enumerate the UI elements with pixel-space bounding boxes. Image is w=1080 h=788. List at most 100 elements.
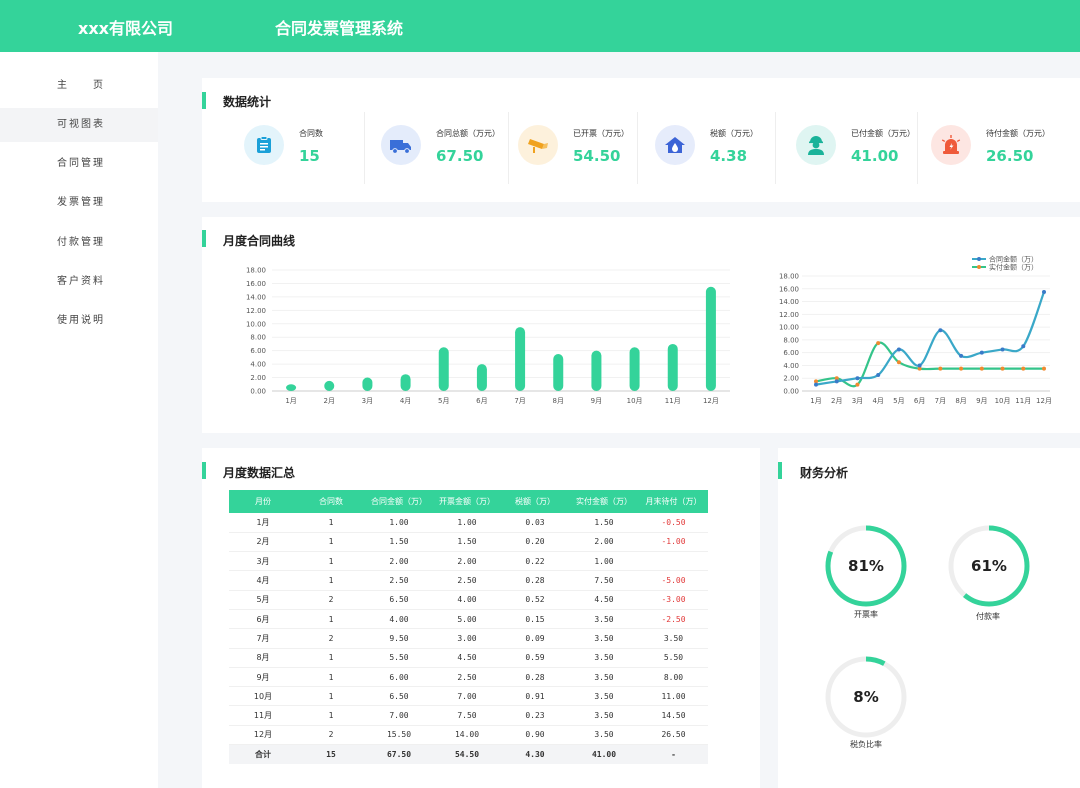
table-row: 1月 1 1.00 1.00 0.03 1.50 -0.50 (229, 513, 708, 533)
x-tick-label: 1月 (810, 397, 821, 405)
x-tick-label: 3月 (852, 397, 863, 405)
stat-value: 26.50 (986, 147, 1034, 165)
sidebar-item-charts[interactable]: 可视图表 (0, 108, 158, 142)
bar (476, 364, 487, 391)
table-cell: 1 (297, 609, 365, 630)
table-cell: 26.50 (639, 725, 708, 746)
line-chart: 0.00 2.00 4.00 6.00 8.00 10.00 12.00 14.00 16.00… (779, 255, 1052, 406)
table-cell: 1.00 (365, 513, 433, 533)
table-cell: 3.50 (569, 628, 639, 649)
data-point (917, 366, 922, 371)
y-tick-label: 2.00 (783, 375, 799, 383)
legend-marker (977, 265, 981, 269)
sidebar-item-home[interactable]: 主 页 (57, 80, 105, 91)
worker-icon (796, 125, 836, 165)
clipboard-icon (244, 125, 284, 165)
table-cell: 3.50 (569, 648, 639, 668)
bar (667, 343, 678, 391)
x-tick-label: 2月 (831, 397, 842, 405)
bar (324, 380, 335, 391)
table-cell: 5.50 (639, 648, 708, 668)
data-point (917, 363, 922, 368)
table-cell: 9.50 (365, 628, 433, 649)
bar (705, 286, 716, 391)
invoice-rate-ring: 81% (825, 525, 907, 607)
table-cell: 11.00 (639, 686, 708, 707)
x-tick-label: 9月 (976, 397, 987, 405)
system-title: 合同发票管理系统 (275, 19, 404, 38)
table-cell: 1 (297, 570, 365, 591)
x-tick-label: 5月 (438, 397, 449, 405)
section-marker (202, 230, 206, 247)
table-cell: 2.50 (365, 570, 433, 591)
y-tick-label: 0.00 (250, 388, 266, 396)
table-cell: 1.50 (569, 513, 639, 533)
divider (508, 112, 509, 184)
table-cell: 5月 (229, 590, 297, 610)
x-tick-label: 2月 (324, 397, 335, 405)
y-tick-label: 12.00 (246, 307, 266, 315)
table-header-row: 月份 合同数 合同金额（万） 开票金额（万） 税额（万） 实付金额（万） 月末待… (229, 490, 708, 513)
col-header-contract-amount: 合同金额（万） (365, 490, 433, 513)
data-point (855, 382, 860, 387)
divider (775, 112, 776, 184)
table-cell: 9月 (229, 667, 297, 688)
summary-table: 月份 合同数 合同金额（万） 开票金额（万） 税额（万） 实付金额（万） 月末待… (229, 490, 708, 764)
table-cell: 67.50 (365, 744, 433, 764)
sidebar-item-payments[interactable]: 付款管理 (57, 237, 105, 248)
ring-value: 61% (971, 557, 1007, 575)
sidebar-item-customers[interactable]: 客户资料 (57, 276, 105, 287)
table-row: 3月 1 2.00 2.00 0.22 1.00 (229, 551, 708, 572)
data-point (896, 360, 901, 365)
sidebar: 主 页 可视图表 合同管理 发票管理 付款管理 客户资料 使用说明 (0, 52, 158, 788)
data-point (1000, 347, 1005, 352)
data-point (814, 382, 818, 387)
bar (553, 354, 564, 391)
table-cell: 4.50 (569, 590, 639, 610)
table-cell: 3.00 (433, 628, 501, 649)
x-tick-label: 11月 (1015, 397, 1031, 405)
stat-label: 税额（万元） (710, 129, 758, 138)
table-cell: 2.00 (433, 551, 501, 572)
y-tick-label: 4.00 (783, 362, 799, 370)
x-tick-label: 8月 (553, 397, 564, 405)
stat-label: 合同数 (299, 129, 323, 138)
table-cell: 1 (297, 648, 365, 668)
table-cell: 6.00 (365, 667, 433, 688)
y-tick-label: 14.00 (246, 293, 266, 301)
monthly-chart-title: 月度合同曲线 (223, 234, 296, 248)
data-point (979, 350, 984, 355)
table-cell: 3.50 (569, 686, 639, 707)
data-point (959, 353, 964, 358)
table-cell: -0.50 (639, 513, 708, 533)
table-row: 11月 1 7.00 7.50 0.23 3.50 14.50 (229, 705, 708, 726)
table-cell: 41.00 (569, 744, 639, 764)
x-tick-label: 11月 (665, 397, 681, 405)
table-cell: 4.00 (365, 609, 433, 630)
table-row: 6月 1 4.00 5.00 0.15 3.50 -2.50 (229, 609, 708, 630)
table-cell: 1 (297, 513, 365, 533)
stats-title: 数据统计 (223, 95, 272, 109)
y-tick-label: 18.00 (779, 273, 799, 281)
sidebar-item-invoices[interactable]: 发票管理 (57, 197, 105, 208)
x-tick-label: 6月 (476, 397, 487, 405)
x-tick-label: 7月 (514, 397, 525, 405)
stat-value: 67.50 (436, 147, 484, 165)
sidebar-item-help[interactable]: 使用说明 (57, 315, 105, 326)
bar (286, 384, 297, 391)
y-tick-label: 8.00 (250, 334, 266, 342)
bar (438, 347, 449, 391)
table-cell: 1 (297, 686, 365, 707)
x-tick-label: 5月 (893, 397, 904, 405)
y-tick-label: 4.00 (250, 361, 266, 369)
x-tick-label: 1月 (285, 397, 296, 405)
house-drop-icon (655, 125, 695, 165)
bar (515, 327, 526, 391)
table-cell: 15.50 (365, 725, 433, 746)
table-cell: 1 (297, 667, 365, 688)
table-cell: 3.50 (569, 667, 639, 688)
company-name: xxx有限公司 (78, 19, 173, 38)
table-cell: 7月 (229, 628, 297, 649)
table-cell: 7.50 (569, 570, 639, 591)
sidebar-item-contracts[interactable]: 合同管理 (57, 158, 105, 169)
